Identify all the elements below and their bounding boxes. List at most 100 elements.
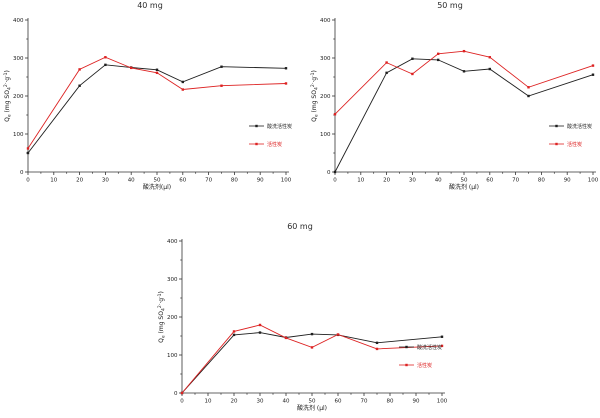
y-axis-ticks: 0 100 200 300 400	[13, 18, 28, 176]
x-tick-label: 70	[361, 399, 368, 405]
data-point-marker	[440, 344, 444, 348]
x-tick-label: 0	[26, 178, 30, 184]
legend-marker	[555, 142, 558, 146]
data-point-marker	[220, 65, 223, 68]
x-tick-label: 80	[387, 399, 394, 405]
x-tick-label: 60	[486, 178, 493, 184]
x-tick-label: 0	[333, 178, 337, 184]
data-point-marker	[375, 347, 379, 351]
x-tick-label: 30	[102, 178, 109, 184]
y-tick-label: 400	[320, 18, 331, 24]
chart-title-60mg: 60 mg	[287, 222, 313, 231]
data-point-marker	[181, 88, 184, 91]
x-tick-label: 20	[383, 178, 390, 184]
data-point-marker	[591, 64, 595, 67]
series-1	[333, 49, 595, 116]
x-tick-label: 40	[435, 178, 442, 184]
data-point-marker	[488, 56, 491, 59]
chart-60mg: 60 mg 0 10 20 30 40 50 60 70 80 90 100 0 100 200 300 40…	[150, 221, 450, 418]
x-tick-label: 50	[461, 178, 468, 184]
data-point-marker	[385, 61, 388, 64]
data-point-marker	[411, 57, 414, 60]
x-tick-label: 40	[128, 178, 135, 184]
y-axis-label: Qe (mg SO42-·g-1)	[310, 70, 319, 122]
data-point-marker	[527, 86, 530, 89]
data-point-marker	[527, 94, 530, 98]
y-tick-label: 300	[320, 56, 331, 62]
x-tick-label: 100	[588, 178, 599, 184]
data-point-marker	[130, 66, 133, 70]
data-point-marker	[155, 68, 159, 71]
data-point-marker	[284, 67, 288, 70]
x-axis-label: 酸洗剂 (μl)	[449, 183, 479, 191]
x-tick-label: 50	[309, 399, 316, 405]
y-tick-label: 300	[13, 56, 24, 62]
x-tick-label: 20	[231, 399, 238, 405]
legend-label: 酸洗活性炭	[567, 123, 592, 130]
series-0	[180, 331, 444, 395]
axes	[27, 18, 289, 173]
legend-marker	[555, 124, 558, 128]
legend-marker	[255, 142, 258, 146]
chart-50mg: 50 mg 0 10 20 30 40 50 60 70 80 90 100 0 100 200 300 40…	[300, 0, 600, 209]
legend-label: 活性炭	[267, 141, 282, 148]
x-tick-label: 70	[205, 178, 212, 184]
data-point-marker	[437, 58, 440, 62]
chart-title-50mg: 50 mg	[437, 1, 463, 10]
x-tick-label: 100	[281, 178, 292, 184]
y-axis-label: Qe (mg SO42-·g-1)	[3, 70, 12, 122]
legend-label: 活性炭	[417, 362, 432, 369]
data-point-marker	[284, 82, 288, 85]
x-tick-label: 40	[283, 399, 290, 405]
data-point-marker	[104, 63, 107, 67]
data-point-marker	[333, 113, 337, 116]
y-tick-label: 300	[167, 277, 178, 283]
y-axis-ticks: 0 100 200 300 400	[167, 239, 182, 397]
y-axis-label: Qe (mg SO42-·g-1)	[157, 291, 166, 343]
y-tick-label: 0	[174, 391, 178, 397]
series-1	[26, 56, 288, 150]
x-tick-label: 60	[335, 399, 342, 405]
series-1	[180, 323, 444, 395]
x-tick-label: 100	[437, 399, 448, 405]
data-point-marker	[488, 67, 491, 71]
y-tick-label: 200	[320, 94, 331, 100]
chart-40mg-plot: 0 10 20 30 40 50 60 70 80 90 100 0 100 200 300 400 酸洗剂(μ…	[3, 18, 292, 191]
data-point-marker	[336, 333, 340, 336]
x-tick-label: 90	[413, 399, 420, 405]
data-point-marker	[104, 56, 107, 59]
x-tick-label: 30	[257, 399, 264, 405]
y-tick-label: 100	[320, 132, 331, 138]
y-tick-label: 400	[13, 18, 24, 24]
legend-marker	[405, 363, 408, 367]
series-0	[333, 57, 595, 174]
data-point-marker	[232, 330, 236, 333]
chart-60mg-plot: 0 10 20 30 40 50 60 70 80 90 100 0 100 200 300 400 酸洗剂 (…	[157, 239, 448, 412]
x-axis-ticks: 0 10 20 30 40 50 60 70 80 90 100	[333, 172, 599, 184]
legend-marker	[405, 345, 408, 349]
data-point-marker	[26, 147, 30, 150]
data-point-marker	[437, 52, 440, 56]
data-point-marker	[333, 170, 337, 174]
legend-label: 活性炭	[567, 141, 582, 148]
x-tick-label: 60	[179, 178, 186, 184]
x-tick-label: 80	[231, 178, 238, 184]
x-tick-label: 10	[357, 178, 364, 184]
x-tick-label: 10	[50, 178, 57, 184]
axes	[334, 18, 596, 173]
x-axis-label: 酸洗剂(μl)	[143, 183, 171, 191]
data-point-marker	[78, 68, 81, 71]
chart-50mg-plot: 0 10 20 30 40 50 60 70 80 90 100 0 100 200 300 400 酸洗剂 (…	[310, 18, 599, 191]
data-point-marker	[180, 391, 184, 395]
x-axis-ticks: 0 10 20 30 40 50 60 70 80 90 100	[26, 172, 292, 184]
y-tick-label: 200	[13, 94, 24, 100]
data-point-marker	[462, 70, 466, 73]
y-tick-label: 400	[167, 239, 178, 245]
data-point-marker	[181, 80, 184, 84]
series-0	[26, 63, 288, 155]
x-tick-label: 30	[409, 178, 416, 184]
chart-40mg: 40 mg 0 10 20 30 40 50 60 70 80 90 100 0 100 200 300 40…	[0, 0, 300, 209]
